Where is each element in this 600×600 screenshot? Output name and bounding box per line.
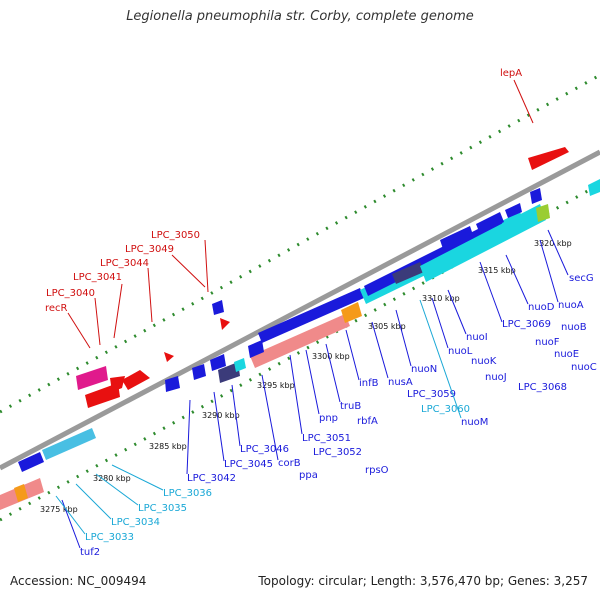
gene-band-navy [392,262,424,284]
label-nusA: nusA [388,377,413,388]
label-corB: corB [278,458,301,469]
label-LPC_3050: LPC_3050 [151,230,200,241]
accession-text: Accession: NC_009494 [10,574,147,588]
label-infB: infB [359,378,379,389]
kbp-markers: 3275 kbp 3280 kbp 3285 kbp 3290 kbp 3295… [40,239,572,514]
kbp-3310: 3310 kbp [422,294,460,303]
gene-navy-2 [218,362,240,383]
kbp-3275: 3275 kbp [40,505,78,514]
label-nuoA: nuoA [558,300,584,311]
label-ppa: ppa [299,470,318,481]
gene-blue-small-4 [248,340,264,358]
gene-blue-left [18,452,44,472]
gene-LPC_3050 [212,300,224,315]
label-LPC_3060: LPC_3060 [421,404,470,415]
gene-LPC_3044 [164,352,174,362]
gene-LPC_3049 [220,318,230,330]
label-LPC_3044: LPC_3044 [100,258,149,269]
label-nuoD: nuoD [528,302,555,313]
gene-nuo-arrow-2 [476,212,504,234]
label-LPC_3059: LPC_3059 [407,389,456,400]
label-nuoE: nuoE [554,349,579,360]
label-rpsO: rpsO [365,465,389,476]
label-LPC_3069: LPC_3069 [502,319,551,330]
label-LPC_3040: LPC_3040 [46,288,95,299]
label-nuoJ: nuoJ [485,372,507,383]
gene-blue-small-3 [210,354,226,371]
lower-left-genes [0,428,96,510]
cyan-labels: LPC_3060 LPC_3036 LPC_3035 LPC_3034 LPC_… [85,404,470,543]
label-nuoM: nuoM [461,417,488,428]
label-LPC_3041: LPC_3041 [73,272,122,283]
label-lepA: lepA [500,68,522,79]
label-LPC_3068: LPC_3068 [518,382,567,393]
gene-blue-small-1 [165,376,180,392]
label-LPC_3042: LPC_3042 [187,473,236,484]
label-recR: recR [45,303,68,314]
label-secG: secG [569,273,594,284]
label-pnp: pnp [319,413,338,424]
kbp-3295: 3295 kbp [257,381,295,390]
gene-LPC_3041 [76,366,108,390]
gene-cyan-left [42,428,96,460]
gene-band-cyan-2 [420,204,546,282]
outer-tick-ring [0,73,600,414]
label-LPC_3033: LPC_3033 [85,532,134,543]
kbp-3280: 3280 kbp [93,474,131,483]
label-nuoN: nuoN [411,364,437,375]
red-labels: lepA LPC_3050 LPC_3049 LPC_3044 LPC_3041… [45,68,522,314]
label-rbfA: rbfA [357,416,378,427]
label-LPC_3052: LPC_3052 [313,447,362,458]
gene-band-green [536,204,550,222]
gene-secG [530,188,542,204]
gene-recR [85,383,120,408]
gene-blue-small-2 [192,364,206,380]
label-truB: truB [340,401,361,412]
label-nuoL: nuoL [448,346,473,357]
gene-lepA [528,147,569,170]
gene-band-orange [341,302,362,323]
label-LPC_3051: LPC_3051 [302,433,351,444]
label-LPC_3035: LPC_3035 [138,503,187,514]
inner-strand-genes [165,188,550,392]
label-nuoC: nuoC [571,362,597,373]
label-nuoF: nuoF [535,337,560,348]
kbp-3305: 3305 kbp [368,322,406,331]
gene-band-blue-1 [258,288,364,343]
kbp-3290: 3290 kbp [202,411,240,420]
gene-band-salmon-1 [250,314,350,368]
kbp-3315: 3315 kbp [478,266,516,275]
label-nuoK: nuoK [471,356,497,367]
gene-nuo-arrow-1 [440,226,474,252]
gene-block-1 [588,179,600,196]
label-LPC_3046: LPC_3046 [240,444,289,455]
label-LPC_3034: LPC_3034 [111,517,160,528]
label-nuoI: nuoI [466,332,488,343]
gene-cyan-small [234,358,246,372]
label-LPC_3049: LPC_3049 [125,244,174,255]
kbp-3320: 3320 kbp [534,239,572,248]
label-LPC_3045: LPC_3045 [224,459,273,470]
label-LPC_3036: LPC_3036 [163,488,212,499]
summary-text: Topology: circular; Length: 3,576,470 bp… [258,574,588,588]
kbp-3300: 3300 kbp [312,352,350,361]
label-tuf2: tuf2 [80,547,100,558]
gene-nuo-arrow-3 [505,203,522,218]
gene-block-2 [122,370,150,390]
outer-strand-genes [76,147,600,408]
kbp-3285: 3285 kbp [149,442,187,451]
label-nuoB: nuoB [561,322,587,333]
blue-labels: secG nuoA nuoD nuoB LPC_3069 nuoF nuoE n… [80,273,597,558]
inner-leader-lines [55,229,569,549]
leader-lines [67,79,534,349]
map-title: Legionella pneumophila str. Corby, compl… [126,9,474,24]
genome-backbone [0,149,600,471]
gene-orange-left [14,484,28,502]
